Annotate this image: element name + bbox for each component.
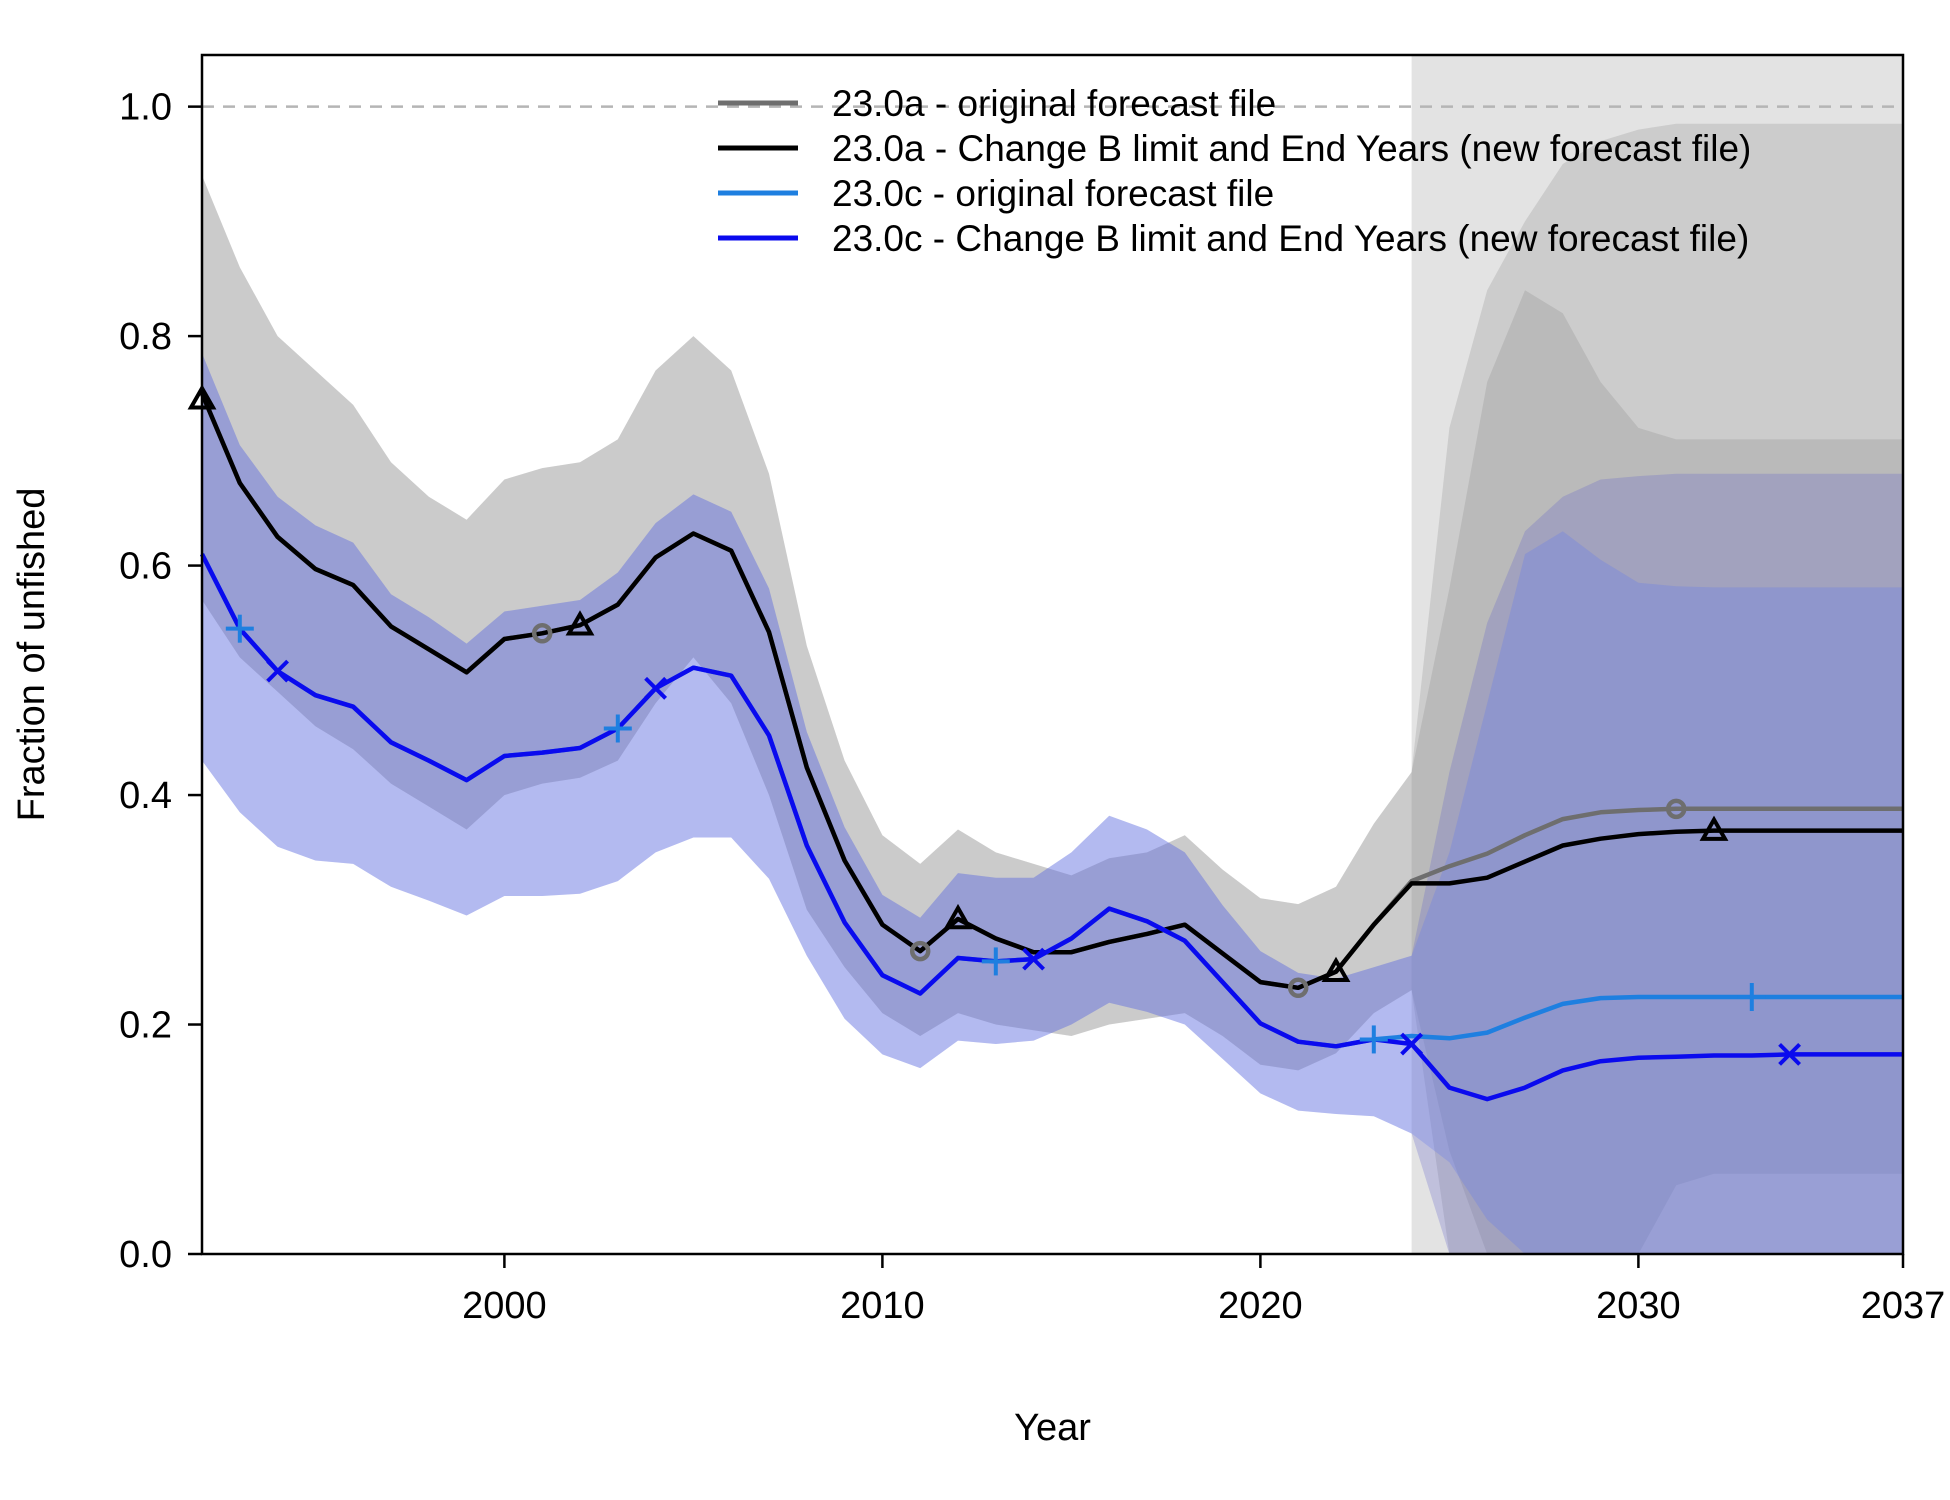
marker-1 <box>531 623 553 644</box>
y-tick-label-6: 1.0 <box>119 87 172 129</box>
band-series-1 <box>202 175 1903 1254</box>
marker-10 <box>225 614 254 643</box>
y-axis-title: Fraction of unfished <box>11 488 53 822</box>
x-tick-label-2: 2010 <box>840 1285 925 1327</box>
marker-12 <box>981 947 1010 976</box>
band-series-4 <box>202 353 1903 1254</box>
marker-4 <box>1665 798 1687 820</box>
y-tick-label-1: 0.0 <box>119 1234 172 1276</box>
marker-18 <box>1400 1032 1424 1056</box>
axes: 2000 2010 2020 2030 2037 0.0 0.2 0.4 0.6 0.8 1.0 <box>119 53 1946 1327</box>
x-tick-label-4: 2030 <box>1596 1285 1681 1327</box>
marker-16 <box>644 676 668 700</box>
uncertainty-bands <box>202 123 1903 1254</box>
x-tick-label-3: 2020 <box>1218 1285 1303 1327</box>
marker-7 <box>943 903 973 930</box>
x-tick-label-5: 2037 <box>1861 1285 1946 1327</box>
marker-3 <box>1287 977 1309 999</box>
marker-13 <box>1359 1025 1388 1054</box>
series-line-4 <box>199 553 1903 1102</box>
marker-9 <box>1699 815 1729 841</box>
band-series-3 <box>202 353 1903 1254</box>
series-lines <box>199 392 1903 1102</box>
legend-label-3: 23.0c - original forecast file <box>832 173 1274 214</box>
marker-2 <box>909 940 931 962</box>
plot-frame <box>200 53 1905 1256</box>
marker-6 <box>565 610 595 636</box>
band-series-2 <box>202 123 1903 1254</box>
x-axis-title: Year <box>1014 1407 1091 1449</box>
y-tick-label-5: 0.8 <box>119 316 172 358</box>
x-tick-label-1: 2000 <box>462 1285 547 1327</box>
y-tick-label-2: 0.2 <box>119 1005 172 1047</box>
series-markers <box>187 384 1802 1066</box>
legend-label-4: 23.0c - Change B limit and End Years (ne… <box>832 218 1749 259</box>
y-tick-label-3: 0.4 <box>119 775 172 817</box>
marker-14 <box>1737 982 1766 1011</box>
series-line-2 <box>199 392 1903 991</box>
y-tick-label-4: 0.6 <box>119 546 172 588</box>
marker-11 <box>603 714 632 743</box>
legend-label-1: 23.0a - original forecast file <box>832 83 1276 124</box>
marker-19 <box>1778 1042 1802 1066</box>
marker-17 <box>1022 947 1046 971</box>
marker-15 <box>266 659 290 683</box>
marker-8 <box>1321 956 1351 982</box>
legend-label-2: 23.0a - Change B limit and End Years (ne… <box>832 128 1751 169</box>
